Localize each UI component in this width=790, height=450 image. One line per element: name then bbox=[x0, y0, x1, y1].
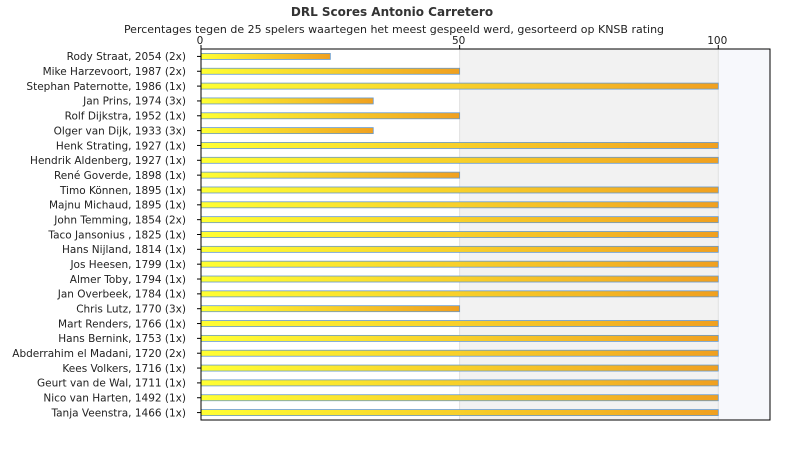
category-label: Tanja Veenstra, 1466 (1x) bbox=[50, 407, 186, 419]
bar bbox=[200, 260, 719, 268]
category-label: Nico van Harten, 1492 (1x) bbox=[43, 393, 186, 405]
category-label: Mart Renders, 1766 (1x) bbox=[58, 318, 186, 330]
bar bbox=[200, 53, 331, 60]
bar bbox=[200, 112, 461, 120]
bar bbox=[200, 82, 719, 90]
category-label: Geurt van de Wal, 1711 (1x) bbox=[37, 378, 186, 390]
chart-title: DRL Scores Antonio Carretero bbox=[291, 5, 493, 19]
bar bbox=[200, 364, 719, 372]
category-label: Olger van Dijk, 1933 (3x) bbox=[54, 125, 186, 137]
category-label: Kees Volkers, 1716 (1x) bbox=[62, 363, 186, 375]
category-label: Taco Jansonius , 1825 (1x) bbox=[47, 229, 186, 241]
bar bbox=[200, 67, 461, 75]
category-label: Hendrik Aldenberg, 1927 (1x) bbox=[30, 155, 186, 167]
category-label: Mike Harzevoort, 1987 (2x) bbox=[43, 66, 186, 78]
bar bbox=[200, 216, 719, 224]
category-label: Henk Strating, 1927 (1x) bbox=[56, 140, 186, 152]
plot-frame bbox=[200, 48, 771, 421]
category-label: Chris Lutz, 1770 (3x) bbox=[76, 304, 186, 316]
bar bbox=[200, 290, 719, 298]
bar bbox=[200, 201, 719, 209]
category-label: Abderrahim el Madani, 1720 (2x) bbox=[12, 348, 186, 360]
bar-series bbox=[200, 53, 719, 416]
category-label: Jan Overbeek, 1784 (1x) bbox=[57, 289, 186, 301]
category-label: Jan Prins, 1974 (3x) bbox=[82, 96, 186, 108]
bar bbox=[200, 142, 719, 149]
bar bbox=[200, 379, 719, 387]
bar bbox=[200, 231, 719, 238]
category-label: Stephan Paternotte, 1986 (1x) bbox=[26, 81, 186, 93]
category-label: Almer Toby, 1794 (1x) bbox=[70, 274, 186, 286]
bar bbox=[200, 275, 719, 283]
bar bbox=[200, 186, 719, 194]
bar bbox=[200, 156, 719, 164]
category-label: John Temming, 1854 (2x) bbox=[53, 214, 186, 226]
bar bbox=[200, 394, 719, 402]
y-axis: Rody Straat, 2054 (2x) Mike Harzevoort, 1… bbox=[12, 51, 201, 419]
bar bbox=[200, 409, 719, 416]
category-label: Hans Nijland, 1814 (1x) bbox=[62, 244, 186, 256]
bar bbox=[200, 171, 461, 179]
category-label: Jos Heesen, 1799 (1x) bbox=[69, 259, 186, 271]
plot-band bbox=[718, 49, 770, 420]
category-label: René Goverde, 1898 (1x) bbox=[54, 170, 186, 182]
bar bbox=[200, 127, 374, 135]
tick-label: 0 bbox=[197, 35, 204, 47]
tick-label: 100 bbox=[707, 35, 727, 47]
category-label: Timo Können, 1895 (1x) bbox=[59, 185, 186, 197]
bar bbox=[200, 245, 719, 253]
bar bbox=[200, 334, 719, 342]
category-label: Majnu Michaud, 1895 (1x) bbox=[49, 200, 186, 212]
chart-subtitle: Percentages tegen de 25 spelers waartege… bbox=[124, 23, 664, 36]
category-label: Rolf Dijkstra, 1952 (1x) bbox=[65, 111, 186, 123]
category-label: Rody Straat, 2054 (2x) bbox=[67, 51, 186, 63]
bar bbox=[200, 320, 719, 327]
category-label: Hans Bernink, 1753 (1x) bbox=[58, 333, 186, 345]
tick-label: 50 bbox=[452, 35, 465, 47]
bar bbox=[200, 97, 374, 105]
bar bbox=[200, 305, 461, 313]
bar bbox=[200, 349, 719, 357]
